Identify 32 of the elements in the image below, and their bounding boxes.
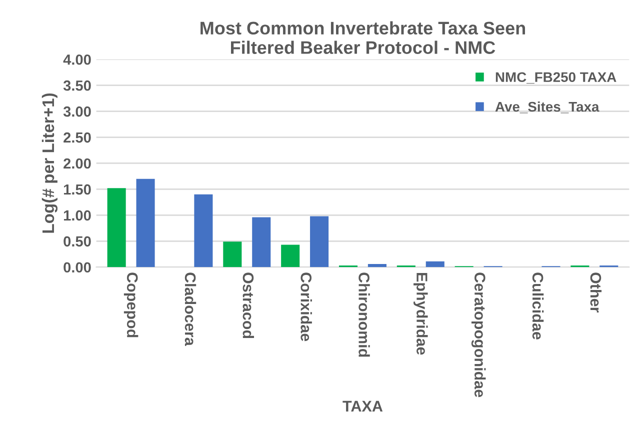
- x-tick-label: Other: [590, 272, 602, 312]
- x-tick-label: Ostracod: [242, 272, 254, 338]
- y-tick-label: 1.50: [64, 184, 91, 195]
- bar: [281, 244, 300, 268]
- x-tick-label: Chironomid: [358, 272, 370, 357]
- x-tick-label: Culicidae: [532, 272, 544, 340]
- y-tick-label: 1.00: [64, 210, 91, 221]
- bar: [107, 188, 126, 268]
- y-tick-label: 4.00: [63, 54, 91, 65]
- x-tick-label: Ephydridae: [414, 273, 428, 355]
- bar: [194, 194, 213, 268]
- chart-title: Most Common Invertebrate Taxa Seen Filtered Beaker Protocol - NMC: [200, 21, 526, 54]
- y-tick-label: 3.50: [63, 80, 91, 91]
- bar: [223, 242, 242, 268]
- bar: [426, 261, 444, 268]
- legend-label: Ave_Sites_Taxa: [495, 101, 600, 114]
- bar: [136, 178, 155, 268]
- y-tick-label: 0.00: [64, 262, 91, 273]
- bar: [252, 217, 271, 268]
- y-tick-label: 2.50: [64, 132, 91, 143]
- x-tick-label: Corixidae: [300, 272, 312, 342]
- x-axis-title: TAXA: [342, 400, 383, 412]
- x-tick-label: Copepod: [124, 272, 138, 338]
- x-tick-label: Cladocera: [184, 272, 196, 346]
- x-tick-label: Ceratopogonidae: [471, 272, 486, 398]
- bar: [310, 216, 329, 268]
- bar: [368, 264, 386, 268]
- y-tick-label: 0.50: [64, 236, 91, 247]
- y-tick-label: 3.00: [63, 106, 91, 117]
- legend-label: NMC_FB250 TAXA: [496, 72, 616, 84]
- y-tick-label: 2.00: [64, 158, 91, 169]
- y-axis-title: Log(# per Liter+1): [42, 93, 58, 233]
